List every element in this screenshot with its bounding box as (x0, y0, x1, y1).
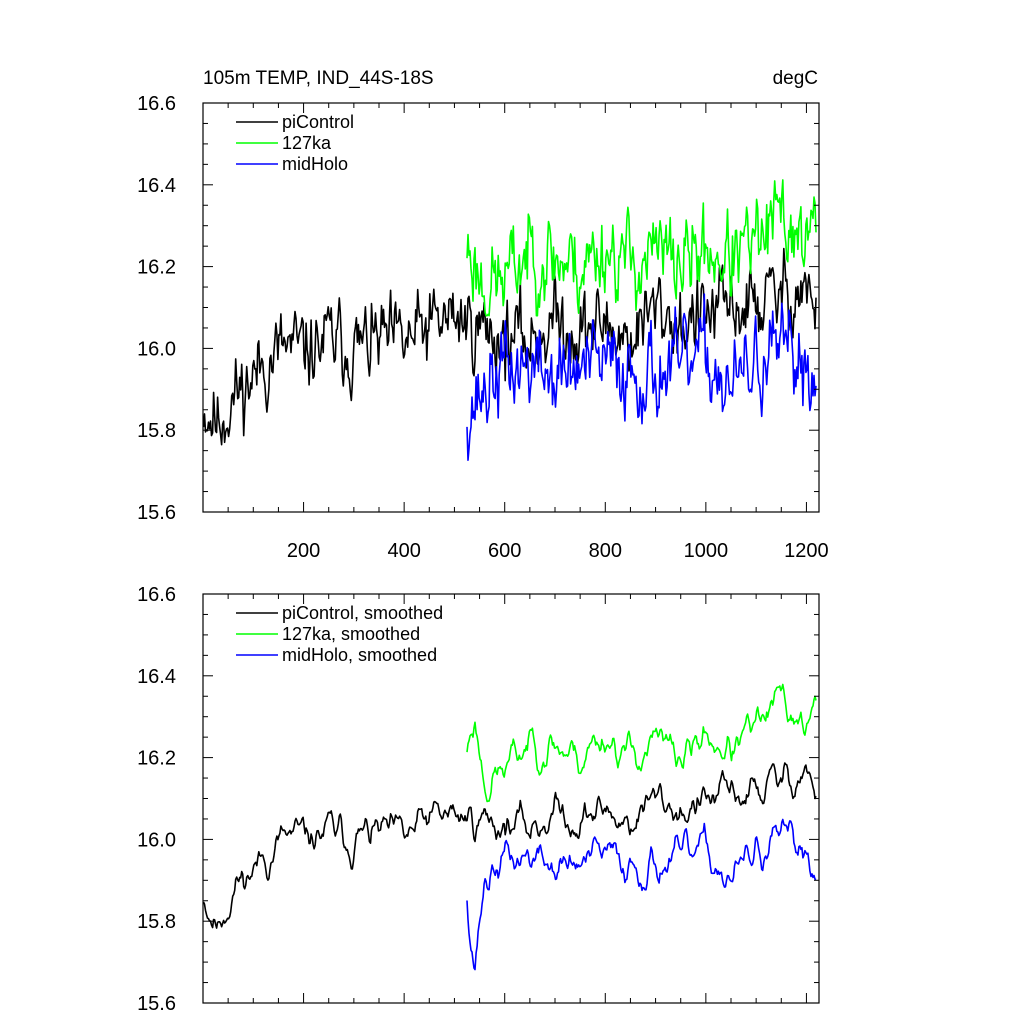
chart-title: 105m TEMP, IND_44S-18S (203, 68, 434, 89)
y-tick-label: 15.8 (137, 420, 176, 442)
x-tick-label: 200 (287, 540, 320, 562)
y-tick-label: 16.4 (137, 666, 176, 688)
y-tick-label: 16.6 (137, 584, 176, 606)
series-line-picontrol (202, 762, 817, 929)
y-tick-label: 16.6 (137, 93, 176, 115)
series-line-midholo (466, 293, 817, 461)
top-panel: 105m TEMP, IND_44S-18S degC 15.6 15.8 16.0… (137, 68, 829, 562)
y-axis: 15.6 15.8 16.0 16.2 16.4 16.6 (137, 584, 819, 1015)
legend-label: midHolo, smoothed (282, 645, 437, 665)
x-tick-label: 1200 (784, 540, 829, 562)
y-tick-label: 15.6 (137, 993, 176, 1015)
series-line-127ka (466, 683, 817, 803)
y-tick-label: 16.2 (137, 257, 176, 279)
plot-area (202, 683, 817, 971)
y-tick-label: 16.4 (137, 175, 176, 197)
legend-label: midHolo (282, 154, 348, 174)
y-tick-label: 15.8 (137, 911, 176, 933)
series-line-127ka (466, 179, 817, 317)
legend-label: piControl, smoothed (282, 603, 443, 623)
legend-label: 127ka, smoothed (282, 624, 420, 644)
y-tick-label: 16.0 (137, 829, 176, 851)
x-tick-label: 800 (589, 540, 622, 562)
y-axis: 15.6 15.8 16.0 16.2 16.4 16.6 (137, 93, 819, 524)
legend-label: piControl (282, 112, 354, 132)
y-tick-label: 15.6 (137, 502, 176, 524)
y-tick-label: 16.2 (137, 748, 176, 770)
x-tick-label: 1000 (684, 540, 729, 562)
legend-label: 127ka (282, 133, 332, 153)
series-line-midholo (466, 818, 817, 971)
x-axis: 200 400 600 800 1000 1200 (227, 103, 829, 562)
y-tick-label: 16.0 (137, 338, 176, 360)
plot-area (202, 179, 817, 461)
bottom-panel: 15.6 15.8 16.0 16.2 16.4 16.6 piControl, smoo… (137, 584, 820, 1015)
x-tick-label: 400 (387, 540, 420, 562)
units-label: degC (773, 68, 818, 89)
x-tick-label: 600 (488, 540, 521, 562)
x-axis (227, 594, 807, 1003)
series-line-picontrol (202, 247, 817, 446)
